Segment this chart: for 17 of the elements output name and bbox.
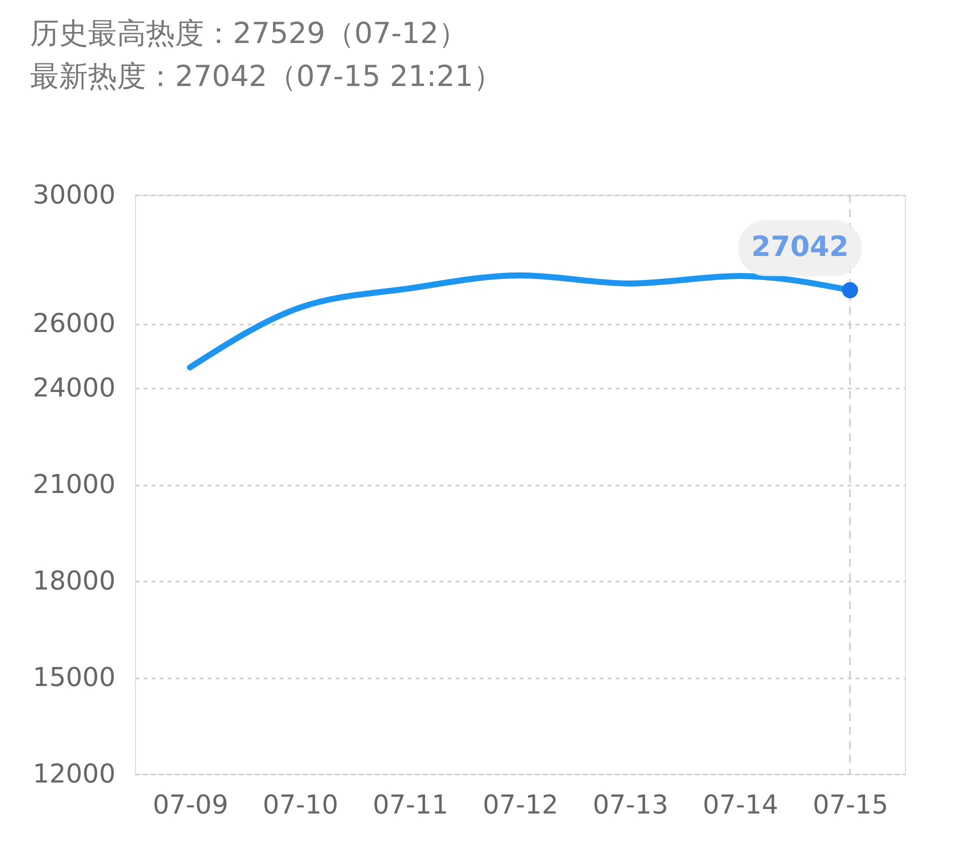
chart-subtitle: 最新热度：27042（07-15 21:21） <box>30 59 502 93</box>
x-tick-label: 07-09 <box>152 790 228 820</box>
x-tick-label: 07-11 <box>372 790 448 820</box>
y-tick-label: 21000 <box>32 470 116 500</box>
y-tick-label: 26000 <box>32 309 116 340</box>
chart-title: 历史最高热度：27529（07-12） <box>30 16 468 50</box>
x-tick-label: 07-15 <box>812 790 888 820</box>
y-tick-label: 18000 <box>32 566 116 596</box>
x-tick-label: 07-13 <box>592 790 668 820</box>
y-tick-label: 15000 <box>32 663 116 693</box>
y-tick-label: 30000 <box>32 180 116 210</box>
y-tick-label: 24000 <box>32 374 116 404</box>
y-tick-label: 12000 <box>32 760 116 790</box>
data-label: 27042 <box>751 230 849 264</box>
x-tick-label: 07-12 <box>482 790 558 820</box>
x-tick-label: 07-14 <box>702 790 778 820</box>
x-tick-label: 07-10 <box>262 790 338 820</box>
